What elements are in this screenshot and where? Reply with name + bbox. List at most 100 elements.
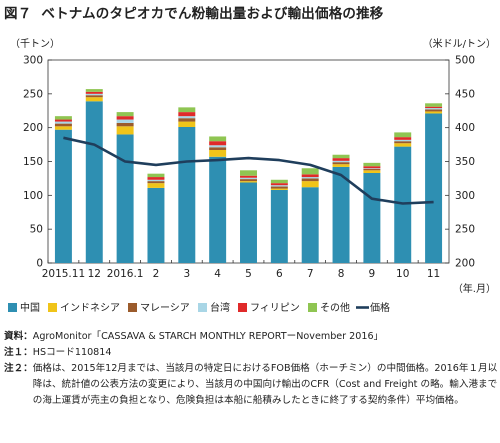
- bar-segment: [425, 111, 443, 114]
- x-tick-label: 7: [307, 268, 314, 280]
- right-tick-label: 350: [455, 156, 475, 168]
- bar-segment: [54, 121, 72, 124]
- left-tick-label: 200: [23, 122, 43, 134]
- x-tick-label: 2: [153, 268, 160, 280]
- notes: 資料： AgroMonitor「CASSAVA & STARCH MONTHLY…: [4, 329, 498, 409]
- bar-segment: [394, 137, 412, 140]
- price-line: [63, 136, 434, 205]
- left-tick-label: 0: [36, 258, 43, 270]
- bar-segment: [332, 154, 350, 159]
- bar-segment: [363, 168, 381, 169]
- bar-segment: [54, 119, 72, 122]
- bar-segment: [363, 162, 381, 167]
- bar-segment: [301, 174, 319, 178]
- bar-segment: [54, 123, 72, 127]
- bar-segment: [178, 116, 196, 119]
- legend-swatch: [128, 303, 137, 312]
- bar-segment: [394, 139, 412, 142]
- bar-segment: [85, 89, 103, 92]
- x-unit-label: （年.月）: [453, 282, 496, 295]
- x-tick-label: 2015.11: [42, 268, 85, 280]
- legend-label: 中国: [20, 301, 40, 314]
- bar-segment: [178, 126, 196, 264]
- bar-segment: [301, 168, 319, 175]
- bar-segment: [147, 181, 165, 184]
- bar-segment: [178, 118, 196, 122]
- left-tick-label: 300: [23, 55, 43, 67]
- bar-segment: [394, 143, 412, 147]
- bar-segment: [85, 93, 103, 96]
- x-tick-label: 5: [245, 268, 252, 280]
- left-axis-title: （千トン）: [10, 38, 60, 50]
- bar-segment: [270, 189, 288, 263]
- right-tick-label: 400: [455, 122, 475, 134]
- bar-segment: [85, 95, 103, 98]
- note-1-label: 注１：: [4, 347, 33, 358]
- note-2-label: 注２：: [4, 363, 33, 374]
- legend-swatch: [48, 303, 57, 312]
- bar-segment: [147, 187, 165, 263]
- legend-label: 価格: [370, 301, 390, 314]
- bar-segment: [394, 141, 412, 144]
- bar-segment: [425, 113, 443, 263]
- note-source: 資料： AgroMonitor「CASSAVA & STARCH MONTHLY…: [4, 329, 498, 345]
- bar-segment: [85, 91, 103, 94]
- x-tick-label: 6: [276, 268, 283, 280]
- bar-segment: [116, 134, 134, 263]
- bar-segment: [270, 179, 288, 184]
- bar-segment: [54, 126, 72, 130]
- bar-segment: [116, 116, 134, 120]
- bar-segment: [147, 177, 165, 180]
- legend-label: その他: [320, 301, 350, 314]
- bar-segment: [301, 187, 319, 263]
- note-source-text: AgroMonitor「CASSAVA & STARCH MONTHLY REP…: [32, 331, 384, 342]
- left-tick-label: 250: [23, 88, 43, 100]
- right-tick-label: 500: [455, 55, 475, 67]
- legend-label: インドネシア: [60, 302, 120, 314]
- bar-segment: [116, 126, 134, 135]
- bar-segment: [240, 179, 257, 182]
- bar-segment: [147, 179, 165, 182]
- bar-segment: [116, 122, 134, 127]
- bar-segment: [209, 147, 227, 150]
- note-1: 注１： HSコード110814: [4, 345, 498, 361]
- bar-segment: [240, 177, 257, 180]
- left-tick-label: 150: [23, 156, 43, 168]
- bar-segment: [332, 160, 350, 163]
- figure-label: 図７: [4, 6, 32, 22]
- bar-segment: [116, 119, 134, 123]
- legend-swatch: [238, 303, 247, 312]
- right-axis-title: （米ドル/トン）: [423, 37, 496, 50]
- bar-segment: [270, 188, 288, 190]
- right-tick-label: 300: [455, 190, 475, 202]
- bar-segment: [209, 141, 227, 146]
- bar-segment: [270, 183, 288, 186]
- bar-segment: [363, 168, 381, 171]
- bar-segment: [178, 112, 196, 117]
- figure-title-text: ベトナムのタピオカでん粉輸出量および輸出価格の推移: [41, 6, 384, 22]
- bar-segment: [394, 146, 412, 263]
- bar-segment: [240, 182, 257, 263]
- right-tick-label: 250: [455, 224, 475, 236]
- bar-segment: [270, 185, 288, 187]
- bar-segment: [425, 106, 443, 109]
- bar-segment: [363, 170, 381, 174]
- bar-segment: [332, 164, 350, 167]
- right-tick-label: 450: [455, 88, 475, 100]
- legend-label: 台湾: [210, 301, 230, 314]
- bar-segment: [425, 109, 443, 112]
- bar-segment: [209, 149, 227, 157]
- x-tick-label: 10: [396, 268, 409, 280]
- bar-segment: [178, 107, 196, 113]
- bar-segment: [240, 181, 257, 183]
- bar-segment: [332, 162, 350, 165]
- bar-segment: [147, 183, 165, 188]
- legend-swatch: [198, 303, 207, 312]
- right-tick-label: 200: [455, 258, 475, 270]
- note-source-label: 資料：: [4, 331, 33, 342]
- bar-segment: [270, 186, 288, 189]
- bar-segment: [116, 112, 134, 117]
- x-tick-label: 12: [88, 268, 101, 280]
- bar-segment: [425, 108, 443, 110]
- legend-label: マレーシア: [140, 303, 190, 314]
